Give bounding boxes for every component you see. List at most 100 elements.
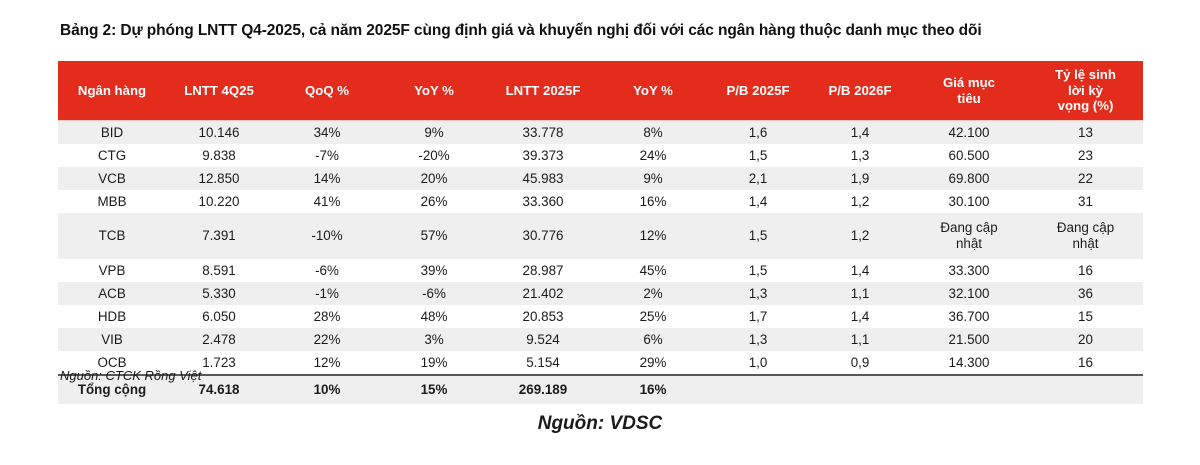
cell-bank: VCB — [58, 167, 166, 190]
cell-bank: TCB — [58, 213, 166, 259]
cell-expected-return: 36 — [1028, 282, 1143, 305]
cell-bank: VPB — [58, 259, 166, 282]
column-header-pb-2025f: P/B 2025F — [706, 61, 810, 121]
cell-bank: OCB — [58, 351, 166, 375]
cell-pb-2026f: 1,9 — [810, 167, 910, 190]
expected-return-line-1: Tỷ lệ sinh — [1055, 66, 1116, 82]
cell-lntt-2025f: 21.402 — [486, 282, 600, 305]
cell-qoq: -6% — [272, 259, 382, 282]
cell-pb-2026f: 1,1 — [810, 328, 910, 351]
cell-yoy-quarter: -20% — [382, 144, 486, 167]
table-source-note: Nguồn: CTCK Rồng Việt — [60, 368, 202, 383]
cell-target-price: 42.100 — [910, 120, 1028, 144]
column-header-pb-2026f: P/B 2026F — [810, 61, 910, 121]
cell-target-price: 30.100 — [910, 190, 1028, 213]
cell-expected-return: Đang cập nhật — [1028, 213, 1143, 259]
cell-yoy-quarter: 26% — [382, 190, 486, 213]
column-header-expected-return: Tỷ lệ sinh lời kỳ vọng (%) — [1028, 61, 1143, 121]
cell-target-price: 36.700 — [910, 305, 1028, 328]
cell-lntt-2025f: 30.776 — [486, 213, 600, 259]
cell-qoq: 34% — [272, 120, 382, 144]
table-row: VCB 12.850 14% 20% 45.983 9% 2,1 1,9 69.… — [58, 167, 1143, 190]
table-row: BID 10.146 34% 9% 33.778 8% 1,6 1,4 42.1… — [58, 120, 1143, 144]
cell-lntt-2025f: 39.373 — [486, 144, 600, 167]
cell-pb-2026f: 1,1 — [810, 282, 910, 305]
cell-yoy-year: 9% — [600, 167, 706, 190]
column-header-bank: Ngân hàng — [58, 61, 166, 121]
cell-bank: HDB — [58, 305, 166, 328]
cell-qoq: 28% — [272, 305, 382, 328]
column-header-yoy-year: YoY % — [600, 61, 706, 121]
cell-expected-return: 20 — [1028, 328, 1143, 351]
cell-pb-2025f: 1,5 — [706, 259, 810, 282]
cell-expected-return: 16 — [1028, 259, 1143, 282]
table-header: Ngân hàng LNTT 4Q25 QoQ % YoY % LNTT 202… — [58, 61, 1143, 121]
column-header-target-price: Giá mục tiêu — [910, 61, 1028, 121]
cell-lntt-2025f: 9.524 — [486, 328, 600, 351]
cell-pb-2025f: 1,5 — [706, 144, 810, 167]
cell-yoy-year: 16% — [600, 190, 706, 213]
cell-total-lntt-4q25: 74.618 — [166, 374, 272, 405]
expected-return-updating-line-1: Đang cập — [1056, 219, 1115, 235]
cell-pb-2025f: 1,6 — [706, 120, 810, 144]
table-total-row: Tổng cộng 74.618 10% 15% 269.189 16% — [58, 374, 1143, 405]
cell-yoy-year: 45% — [600, 259, 706, 282]
cell-lntt-2025f: 33.778 — [486, 120, 600, 144]
column-header-lntt-4q25: LNTT 4Q25 — [166, 61, 272, 121]
cell-bank: CTG — [58, 144, 166, 167]
cell-target-price: 33.300 — [910, 259, 1028, 282]
table-row: CTG 9.838 -7% -20% 39.373 24% 1,5 1,3 60… — [58, 144, 1143, 167]
column-header-yoy-quarter: YoY % — [382, 61, 486, 121]
cell-yoy-year: 24% — [600, 144, 706, 167]
cell-expected-return: 23 — [1028, 144, 1143, 167]
cell-bank: VIB — [58, 328, 166, 351]
table-row: TCB 7.391 -10% 57% 30.776 12% 1,5 1,2 Đa… — [58, 213, 1143, 259]
cell-pb-2026f: 1,3 — [810, 144, 910, 167]
cell-total-yoy-quarter: 15% — [382, 374, 486, 405]
cell-total-expected-return — [1028, 374, 1143, 405]
cell-lntt-2025f: 5.154 — [486, 351, 600, 375]
cell-yoy-year: 29% — [600, 351, 706, 375]
cell-qoq: 12% — [272, 351, 382, 375]
table-title: Bảng 2: Dự phóng LNTT Q4-2025, cả năm 20… — [60, 22, 982, 39]
cell-lntt-2025f: 33.360 — [486, 190, 600, 213]
figure-source-caption: Nguồn: VDSC — [537, 413, 663, 434]
column-header-lntt-2025f: LNTT 2025F — [486, 61, 600, 121]
column-header-qoq: QoQ % — [272, 61, 382, 121]
cell-yoy-quarter: 39% — [382, 259, 486, 282]
cell-pb-2026f: 1,2 — [810, 213, 910, 259]
cell-yoy-quarter: 3% — [382, 328, 486, 351]
target-price-updating-line-2: nhật — [955, 236, 983, 251]
cell-total-pb-2025f — [706, 374, 810, 405]
expected-return-line-3: vọng (%) — [1057, 98, 1114, 114]
table-body: BID 10.146 34% 9% 33.778 8% 1,6 1,4 42.1… — [58, 120, 1143, 405]
cell-lntt-4q25: 2.478 — [166, 328, 272, 351]
cell-pb-2025f: 1,4 — [706, 190, 810, 213]
cell-pb-2025f: 2,1 — [706, 167, 810, 190]
cell-pb-2026f: 1,2 — [810, 190, 910, 213]
cell-lntt-2025f: 45.983 — [486, 167, 600, 190]
cell-bank: MBB — [58, 190, 166, 213]
table-row: HDB 6.050 28% 48% 20.853 25% 1,7 1,4 36.… — [58, 305, 1143, 328]
cell-qoq: 41% — [272, 190, 382, 213]
cell-yoy-quarter: 48% — [382, 305, 486, 328]
cell-total-lntt-2025f: 269.189 — [486, 374, 600, 405]
cell-total-target-price — [910, 374, 1028, 405]
cell-pb-2026f: 0,9 — [810, 351, 910, 375]
target-price-line-1: Giá mục — [942, 74, 996, 90]
cell-bank: ACB — [58, 282, 166, 305]
cell-yoy-quarter: 57% — [382, 213, 486, 259]
cell-total-label: Tổng cộng — [58, 374, 166, 405]
cell-qoq: 22% — [272, 328, 382, 351]
cell-qoq: 14% — [272, 167, 382, 190]
cell-lntt-4q25: 10.220 — [166, 190, 272, 213]
cell-pb-2025f: 1,3 — [706, 282, 810, 305]
cell-qoq: -1% — [272, 282, 382, 305]
table-row: MBB 10.220 41% 26% 33.360 16% 1,4 1,2 30… — [58, 190, 1143, 213]
cell-pb-2026f: 1,4 — [810, 120, 910, 144]
cell-lntt-4q25: 1.723 — [166, 351, 272, 375]
cell-expected-return: 16 — [1028, 351, 1143, 375]
cell-lntt-2025f: 28.987 — [486, 259, 600, 282]
cell-yoy-quarter: 19% — [382, 351, 486, 375]
